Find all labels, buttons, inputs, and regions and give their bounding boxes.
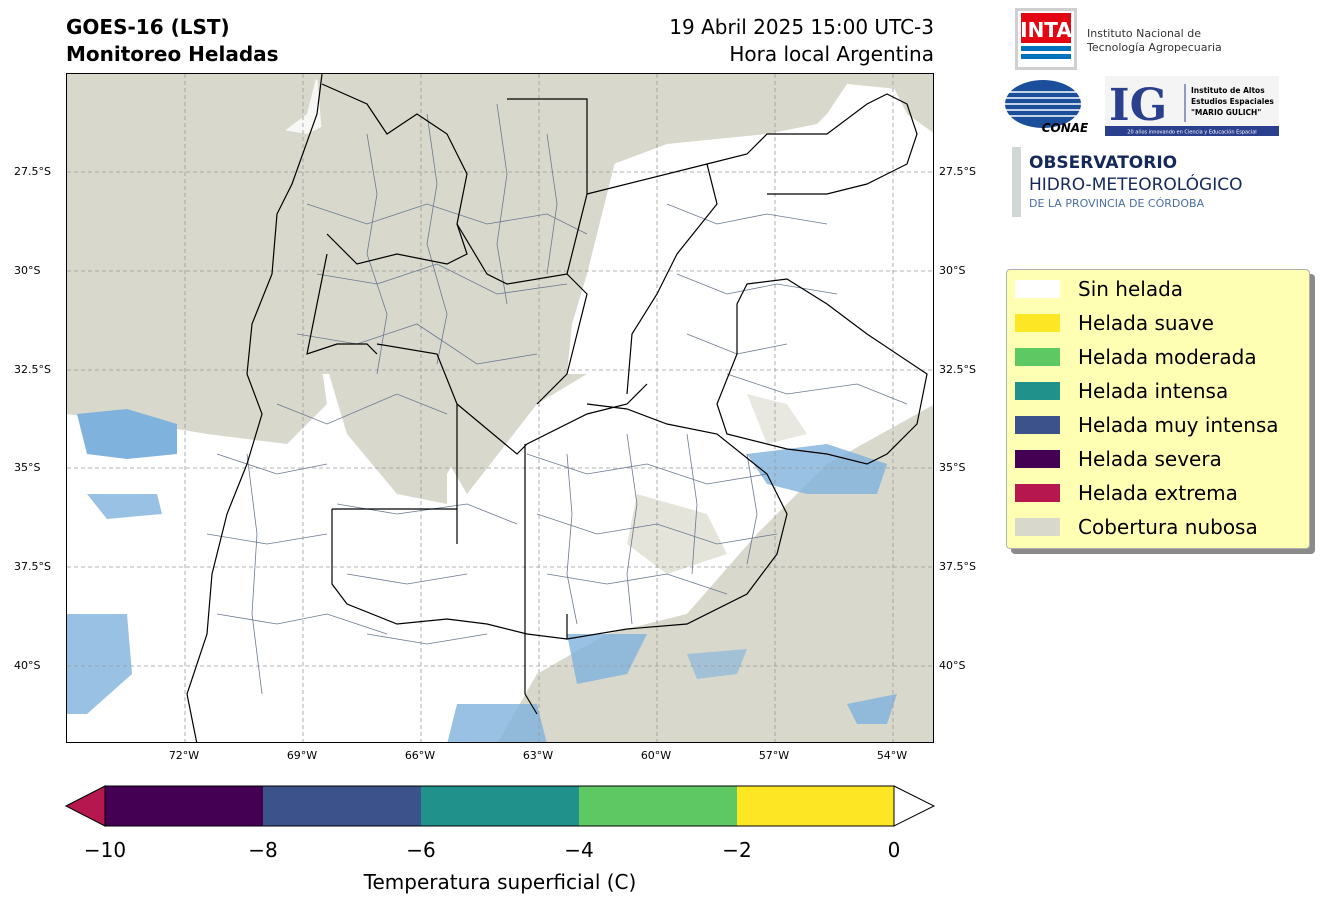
lat-label-right: 30°S: [939, 264, 966, 277]
department-boundaries: [206, 103, 908, 695]
inta-logo-icon: INTA: [1018, 11, 1074, 67]
colorbar-tick: −10: [83, 838, 127, 862]
ig-logo: IG Instituto de Altos Estudios Espaciale…: [1105, 76, 1279, 136]
colorbar-outline: [104, 785, 895, 827]
inta-name-line: Instituto Nacional de: [1087, 27, 1201, 40]
colorbar-segment: [105, 786, 263, 826]
ig-tagline: 20 años innovando en Ciencia y Educación…: [1127, 129, 1256, 136]
legend-item: Cobertura nubosa: [1015, 514, 1258, 540]
ig-line: "MARIO GULICH": [1191, 108, 1261, 117]
legend-item: Helada intensa: [1015, 378, 1228, 404]
lat-label-left: 30°S: [14, 264, 41, 277]
legend-swatch: [1015, 416, 1060, 434]
timezone-label: Hora local Argentina: [729, 42, 934, 66]
colorbar-segment: [421, 786, 579, 826]
legend-swatch: [1015, 348, 1060, 366]
legend-label: Sin helada: [1078, 277, 1184, 301]
colorbar-tick: −2: [722, 838, 752, 862]
legend-item: Helada extrema: [1015, 480, 1238, 506]
legend-item: Helada muy intensa: [1015, 412, 1279, 438]
inta-name: Instituto Nacional de Tecnología Agropec…: [1087, 27, 1222, 55]
observatorio-logo-bar: [1012, 147, 1021, 217]
lon-label: 60°W: [640, 749, 672, 762]
map-canvas: [67, 74, 933, 742]
lat-label-right: 32.5°S: [939, 363, 976, 376]
timestamp-block: 19 Abril 2025 15:00 UTC-3 Hora local Arg…: [669, 14, 934, 68]
colorbar-segment: [263, 786, 421, 826]
legend-swatch: [1015, 518, 1060, 536]
lat-label-right: 40°S: [939, 659, 966, 672]
legend-swatch: [1015, 484, 1060, 502]
datetime-label: 19 Abril 2025 15:00 UTC-3: [669, 15, 934, 39]
map-title-block: GOES-16 (LST) Monitoreo Heladas: [66, 14, 279, 68]
legend-item: Sin helada: [1015, 276, 1183, 302]
lon-label: 54°W: [876, 749, 908, 762]
map-panel: [66, 73, 934, 743]
legend-item: Helada moderada: [1015, 344, 1257, 370]
legend-label: Helada suave: [1078, 311, 1214, 335]
legend-label: Helada intensa: [1078, 379, 1229, 403]
legend-swatch: [1015, 280, 1060, 298]
lat-label-right: 27.5°S: [939, 165, 976, 178]
lat-label-left: 40°S: [14, 659, 41, 672]
legend: Sin helada Helada suave Helada moderada …: [1006, 269, 1310, 549]
lat-label-left: 37.5°S: [14, 560, 51, 573]
lat-label-right: 35°S: [939, 461, 966, 474]
colorbar-segment: [737, 786, 894, 826]
ig-logo-icon: IG Instituto de Altos Estudios Espaciale…: [1105, 80, 1279, 136]
colorbar-tick: −6: [406, 838, 436, 862]
frost-patches: [67, 409, 897, 742]
province-boundaries: [186, 74, 928, 742]
ig-line: Instituto de Altos: [1191, 86, 1265, 95]
inta-logo-text: INTA: [1020, 18, 1072, 42]
lon-label: 66°W: [404, 749, 436, 762]
observatorio-subtitle: HIDRO-METEOROLÓGICO: [1029, 175, 1243, 195]
product-subtitle: Monitoreo Heladas: [66, 42, 279, 66]
colorbar-label: Temperatura superficial (C): [363, 870, 637, 894]
lon-label: 72°W: [168, 749, 200, 762]
lon-label: 63°W: [522, 749, 554, 762]
legend-label: Cobertura nubosa: [1078, 515, 1258, 539]
legend-item: Helada suave: [1015, 310, 1214, 336]
conae-logo-text: CONAE: [1042, 121, 1089, 134]
legend-item: Helada severa: [1015, 446, 1222, 472]
lat-label-left: 27.5°S: [14, 165, 51, 178]
legend-swatch: [1015, 382, 1060, 400]
lat-label-left: 35°S: [14, 461, 41, 474]
legend-label: Helada moderada: [1078, 345, 1257, 369]
product-title: GOES-16 (LST): [66, 15, 230, 39]
colorbar-under-arrow: [64, 785, 106, 827]
legend-label: Helada severa: [1078, 447, 1222, 471]
lat-label-left: 32.5°S: [14, 363, 51, 376]
colorbar-tick: −4: [564, 838, 594, 862]
colorbar-segment: [579, 786, 737, 826]
legend-swatch: [1015, 314, 1060, 332]
conae-logo-icon: CONAE: [1005, 80, 1089, 135]
graticule: [67, 74, 933, 742]
conae-logo: CONAE: [1003, 78, 1093, 135]
colorbar-tick: −8: [248, 838, 278, 862]
inta-name-line: Tecnología Agropecuaria: [1087, 41, 1222, 54]
legend-label: Helada muy intensa: [1078, 413, 1279, 437]
lat-label-right: 37.5°S: [939, 560, 976, 573]
inta-logo: INTA: [1015, 8, 1077, 70]
colorbar-over-arrow: [893, 785, 936, 827]
ig-logo-text: IG: [1109, 80, 1167, 131]
observatorio-province: DE LA PROVINCIA DE CÓRDOBA: [1029, 197, 1205, 210]
legend-label: Helada extrema: [1078, 481, 1238, 505]
lon-label: 69°W: [286, 749, 318, 762]
observatorio-title: OBSERVATORIO: [1029, 153, 1178, 173]
legend-swatch: [1015, 450, 1060, 468]
colorbar-tick: 0: [887, 838, 901, 862]
ig-line: Estudios Espaciales: [1191, 97, 1274, 106]
lon-label: 57°W: [758, 749, 790, 762]
colorbar: [64, 785, 936, 827]
